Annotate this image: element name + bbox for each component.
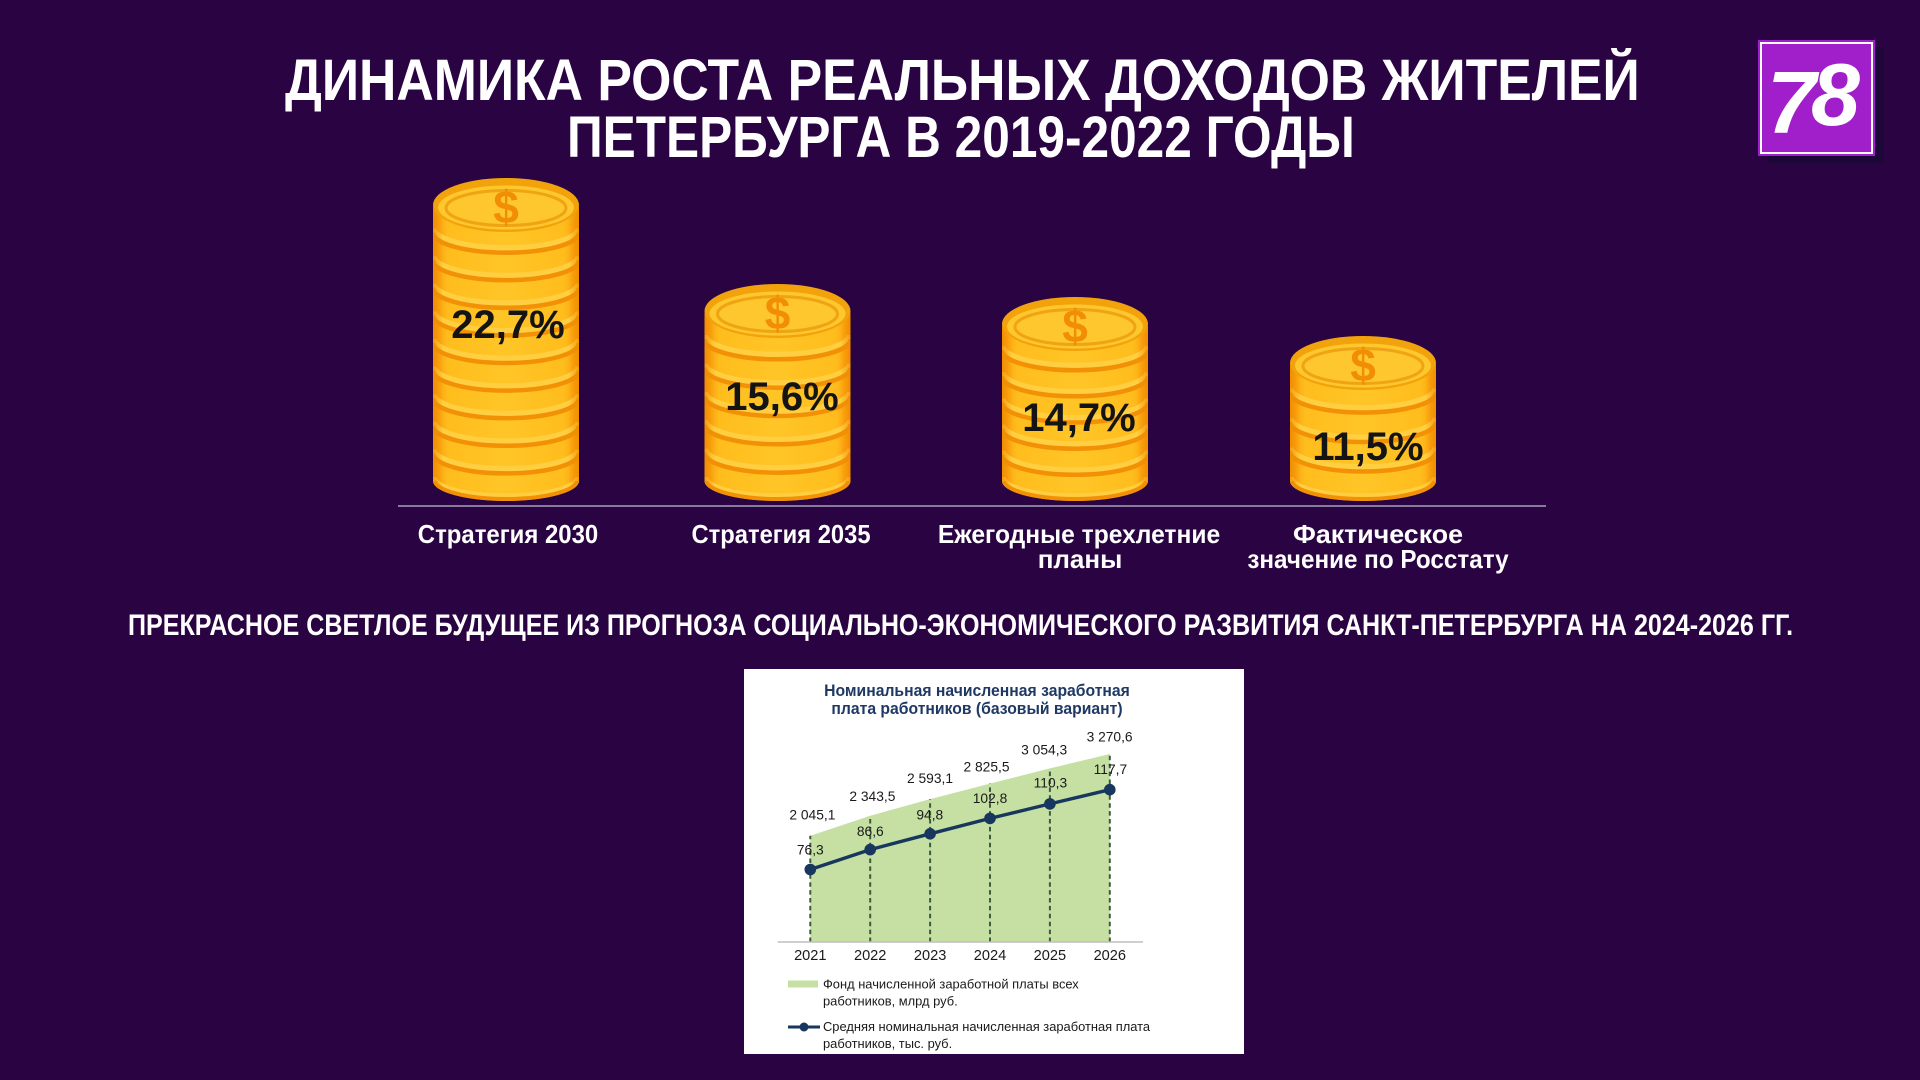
svg-text:$: $ <box>493 181 519 233</box>
svg-text:$: $ <box>1350 339 1376 391</box>
svg-text:3 054,3: 3 054,3 <box>1021 743 1067 758</box>
svg-text:2021: 2021 <box>794 948 826 964</box>
svg-text:117,7: 117,7 <box>1094 762 1128 777</box>
svg-text:15,6%: 15,6% <box>725 375 838 419</box>
svg-text:94,8: 94,8 <box>916 807 943 822</box>
svg-text:2 593,1: 2 593,1 <box>907 771 953 786</box>
svg-text:2025: 2025 <box>1034 948 1066 964</box>
svg-text:14,7%: 14,7% <box>1022 396 1135 440</box>
svg-text:102,8: 102,8 <box>973 791 1008 806</box>
svg-text:86,6: 86,6 <box>857 824 884 839</box>
svg-text:$: $ <box>765 287 791 339</box>
svg-text:2 825,5: 2 825,5 <box>963 759 1009 774</box>
svg-text:110,3: 110,3 <box>1034 776 1068 791</box>
svg-text:2024: 2024 <box>974 948 1006 964</box>
svg-text:2 045,1: 2 045,1 <box>789 807 835 822</box>
svg-text:22,7%: 22,7% <box>451 303 564 347</box>
svg-text:11,5%: 11,5% <box>1312 425 1423 469</box>
svg-text:2023: 2023 <box>914 948 946 964</box>
svg-text:2026: 2026 <box>1094 948 1126 964</box>
svg-text:работников, тыс. руб.: работников, тыс. руб. <box>823 1036 952 1051</box>
svg-text:$: $ <box>1062 300 1088 352</box>
svg-text:2022: 2022 <box>854 948 886 964</box>
svg-text:3 270,6: 3 270,6 <box>1087 730 1133 745</box>
svg-text:Средняя номинальная начисленна: Средняя номинальная начисленная заработн… <box>823 1019 1151 1034</box>
svg-text:работников, млрд руб.: работников, млрд руб. <box>823 994 958 1009</box>
svg-text:Фонд начисленной заработной пл: Фонд начисленной заработной платы всех <box>823 977 1079 992</box>
svg-text:76,3: 76,3 <box>797 843 824 858</box>
svg-text:2 343,5: 2 343,5 <box>849 789 895 804</box>
